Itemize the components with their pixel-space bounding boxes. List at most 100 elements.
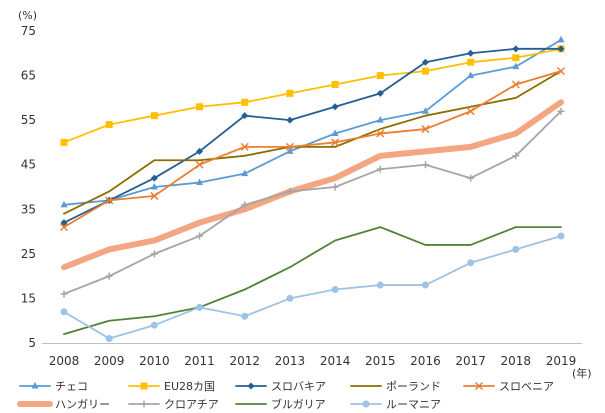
data-point (150, 183, 158, 190)
legend-item: ブルガリア (235, 397, 326, 411)
data-point (240, 142, 249, 151)
data-point (285, 142, 294, 151)
y-tick-label: 5 (28, 336, 36, 350)
data-point (105, 335, 113, 343)
y-tick-label: 65 (21, 69, 36, 83)
data-point (59, 223, 69, 232)
data-point (466, 107, 475, 116)
x-tick-label: 2015 (365, 354, 396, 368)
data-point (421, 125, 430, 134)
y-tick-label: 75 (21, 24, 36, 38)
series-line (61, 99, 564, 271)
data-point (241, 312, 249, 320)
series-line (63, 226, 562, 335)
data-point (376, 281, 384, 289)
x-tick-label: 2019 (546, 354, 577, 368)
data-point (557, 35, 565, 43)
data-point (286, 187, 294, 195)
data-point (196, 103, 204, 111)
data-point (467, 49, 475, 57)
y-tick-label: 45 (21, 158, 36, 172)
data-point (196, 178, 204, 186)
series-EU28カ国 (60, 45, 565, 146)
data-point (150, 191, 159, 200)
series-ブルガリア (63, 226, 562, 335)
data-point (286, 147, 294, 154)
x-tick-label: 2016 (410, 354, 441, 368)
legend-label: ブルガリア (271, 397, 326, 411)
series-ルーマニア (60, 232, 565, 343)
legend-label: ルーマニア (386, 398, 441, 411)
x-tick-label: 2010 (139, 354, 170, 368)
data-point (331, 129, 339, 137)
data-point (331, 138, 340, 147)
series-line (63, 70, 562, 229)
series-line (63, 47, 562, 224)
x-axis-unit-label: (年) (572, 366, 592, 380)
legend-item: EU28カ国 (128, 380, 215, 393)
data-point (241, 201, 249, 209)
legend-item: ポーランド (350, 380, 441, 393)
data-point (512, 152, 520, 160)
data-point (512, 62, 520, 70)
data-point (557, 232, 565, 240)
legend-label: クロアチア (164, 398, 219, 411)
data-point (286, 89, 294, 97)
x-tick-label: 2012 (229, 354, 260, 368)
data-point (196, 147, 204, 155)
data-point (421, 281, 429, 289)
data-point (31, 382, 39, 389)
x-axis: 2008 2009 2010 2011 2012 2013 2014 2015 2016 2017… (42, 343, 582, 368)
series-チェコ (60, 35, 565, 208)
y-tick-label: 25 (21, 247, 36, 261)
legend-label: スロバキア (271, 380, 326, 393)
data-point (105, 121, 113, 129)
data-point (421, 107, 429, 114)
data-point (247, 382, 255, 390)
series-スロバキア (60, 45, 565, 227)
data-point (150, 250, 158, 258)
data-point (196, 303, 204, 311)
legend-label: EU28カ国 (164, 380, 215, 393)
data-point (421, 161, 429, 169)
series-スロベニア (59, 67, 566, 232)
data-point (556, 67, 566, 76)
x-tick-label: 2013 (275, 354, 306, 368)
data-point (60, 308, 68, 316)
legend-item: クロアチア (128, 398, 219, 411)
x-tick-label: 2014 (320, 354, 351, 368)
data-point (557, 45, 565, 53)
data-point (241, 98, 249, 106)
data-point (150, 174, 158, 182)
data-point (512, 245, 520, 253)
series-クロアチア (60, 107, 565, 298)
y-tick-label: 55 (21, 113, 36, 127)
data-point (241, 169, 249, 177)
data-point (512, 45, 520, 53)
x-tick-label: 2008 (49, 354, 80, 368)
legend-item: スロバキア (235, 380, 326, 393)
legend-item: スロベニア (463, 380, 554, 393)
data-point (150, 112, 158, 120)
data-point (331, 103, 339, 111)
data-point (331, 183, 339, 191)
data-point (195, 160, 204, 169)
series-line (63, 235, 562, 340)
series-line (63, 110, 562, 295)
data-point (150, 321, 158, 329)
data-point (467, 58, 475, 66)
data-point (60, 138, 68, 146)
y-tick-label: 35 (21, 202, 36, 216)
x-tick-label: 2009 (94, 354, 125, 368)
data-point (376, 116, 384, 123)
data-point (512, 54, 520, 62)
series-line (63, 39, 562, 206)
data-point (376, 129, 385, 138)
legend-item: ハンガリー (17, 398, 110, 411)
y-axis: 5 15 25 35 45 55 65 75 (21, 24, 36, 350)
data-point (105, 196, 114, 205)
series-layer (59, 35, 566, 343)
y-axis-unit-label: (%) (18, 9, 37, 22)
